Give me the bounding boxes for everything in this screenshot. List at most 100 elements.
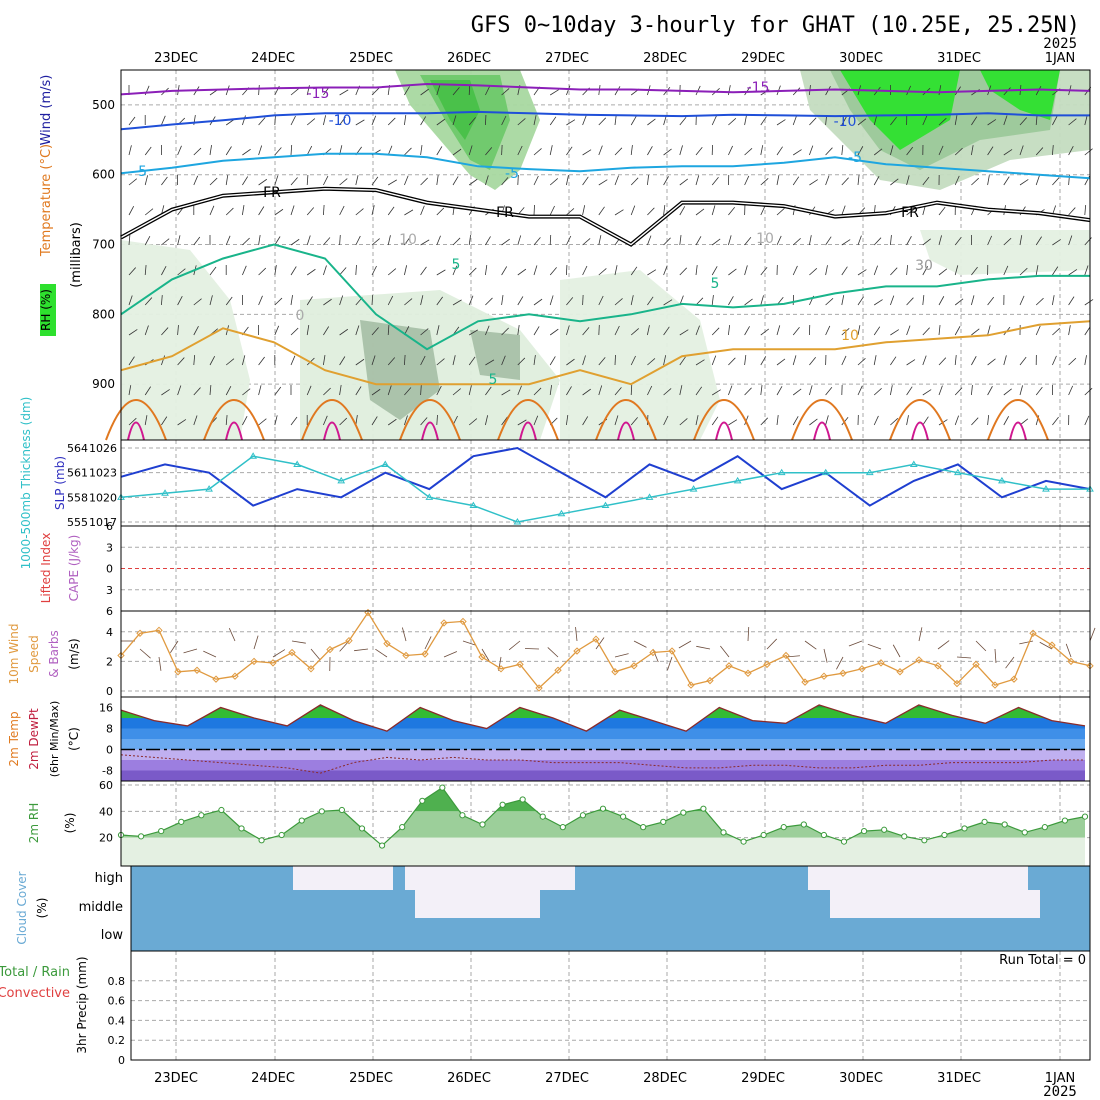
wind-barb bbox=[371, 416, 378, 426]
wind10-barb bbox=[848, 640, 863, 647]
wind-barb bbox=[468, 356, 476, 366]
wind-barb bbox=[711, 176, 719, 186]
wind-barb bbox=[809, 385, 813, 396]
rh-marker bbox=[378, 842, 386, 849]
cloud-patch bbox=[500, 866, 570, 890]
wind-barb bbox=[436, 358, 445, 366]
wind-barb bbox=[890, 145, 894, 156]
wind10-barb bbox=[1039, 641, 1053, 650]
wind-barb bbox=[290, 238, 300, 246]
wind-barb bbox=[614, 265, 618, 276]
rh-legend bbox=[40, 284, 56, 336]
wind-barb bbox=[809, 268, 818, 276]
wind-barb bbox=[938, 296, 945, 306]
wind-barb bbox=[598, 295, 604, 306]
wind-barb bbox=[857, 385, 863, 396]
run-total: Run Total = 0 bbox=[999, 953, 1086, 968]
wind10-marker bbox=[877, 659, 885, 667]
wind10-barb bbox=[375, 648, 388, 658]
wind10-marker bbox=[478, 653, 486, 661]
li-tick: 3 bbox=[106, 541, 113, 554]
rh-marker bbox=[840, 838, 848, 845]
wind-barb bbox=[987, 386, 993, 396]
wind-barb bbox=[144, 235, 151, 246]
contour-label: 5 bbox=[452, 257, 461, 273]
wind-barb bbox=[809, 356, 817, 366]
date-label-top: 31DEC bbox=[937, 51, 981, 66]
wind-barb bbox=[323, 115, 327, 126]
wind-barb bbox=[1052, 295, 1055, 306]
wind-barb bbox=[614, 209, 624, 216]
wind-barb bbox=[987, 296, 995, 306]
wind-barb bbox=[517, 235, 522, 246]
wind-barb bbox=[954, 355, 957, 366]
wind10-marker bbox=[1029, 629, 1037, 637]
wind-barb bbox=[566, 415, 569, 426]
wind-barb bbox=[938, 357, 947, 366]
rh-tick: 40 bbox=[99, 805, 113, 818]
rh-marker bbox=[419, 797, 426, 804]
wind-barb bbox=[906, 175, 910, 186]
wind10-marker bbox=[611, 668, 619, 676]
isotherm-20 bbox=[813, 421, 831, 441]
wind10-marker bbox=[668, 647, 676, 655]
isotherm-freezing-inner bbox=[120, 187, 1091, 246]
rh-marker bbox=[921, 837, 928, 844]
rh-marker bbox=[860, 827, 868, 835]
wind-barb bbox=[630, 328, 640, 336]
wind-barb bbox=[468, 329, 478, 336]
wind-barb bbox=[728, 235, 732, 246]
wind10-barb bbox=[678, 640, 692, 649]
dewpt-line bbox=[120, 754, 1085, 774]
wind-barb bbox=[792, 355, 797, 366]
wind-barb bbox=[501, 115, 507, 126]
wind-barb bbox=[144, 146, 152, 156]
wind-barb bbox=[792, 238, 801, 246]
contour-label: 10 bbox=[399, 232, 417, 248]
isotherm-5 bbox=[120, 243, 1090, 351]
precip-tick: 0.6 bbox=[108, 995, 126, 1008]
wind10-barb bbox=[272, 649, 286, 658]
temp-tick: -8 bbox=[102, 765, 113, 778]
contour-label: 10 bbox=[756, 231, 774, 247]
wind-barb bbox=[420, 266, 427, 276]
wind-tick: 0 bbox=[106, 685, 113, 698]
wind-barb bbox=[630, 177, 639, 186]
wind-barb bbox=[1035, 325, 1041, 336]
wind10-marker bbox=[250, 657, 258, 666]
label-wind10-barbs: & Barbs bbox=[47, 630, 61, 678]
wind-barb bbox=[971, 295, 975, 306]
thickness-marker bbox=[821, 468, 830, 476]
wind-barb bbox=[776, 175, 780, 186]
date-label-bottom: 25DEC bbox=[349, 1071, 393, 1086]
wind-barb bbox=[841, 145, 844, 156]
rh-marker bbox=[720, 829, 727, 836]
wind-barb bbox=[436, 146, 443, 156]
wind-barb bbox=[144, 325, 149, 336]
wind-barb bbox=[128, 385, 132, 396]
wind-barb bbox=[938, 145, 944, 156]
rh-marker bbox=[1021, 829, 1028, 836]
wind10-barb bbox=[228, 628, 236, 642]
wind-barb bbox=[971, 356, 977, 366]
wind10-barb bbox=[918, 627, 923, 642]
wind-barb bbox=[728, 118, 737, 126]
rh-marker bbox=[399, 824, 406, 831]
thickness-line bbox=[120, 455, 1090, 523]
wind-barb bbox=[598, 206, 605, 216]
wind-barb bbox=[663, 326, 670, 336]
wind-barb bbox=[728, 145, 733, 156]
wind-barb bbox=[582, 327, 590, 336]
date-label-bottom: 30DEC bbox=[839, 1071, 883, 1086]
contour-label: FR bbox=[263, 185, 281, 201]
wind-barb bbox=[436, 85, 441, 96]
wind-barb bbox=[598, 268, 607, 276]
wind-barb bbox=[906, 297, 914, 306]
rh-bands bbox=[121, 787, 1085, 864]
wind-barb bbox=[663, 205, 666, 216]
wind-barb bbox=[825, 147, 833, 156]
wind-barb bbox=[549, 328, 559, 336]
wind-barb bbox=[630, 355, 636, 366]
label-precip-total: Total / Rain bbox=[0, 965, 70, 980]
wind-barb bbox=[1035, 115, 1038, 126]
